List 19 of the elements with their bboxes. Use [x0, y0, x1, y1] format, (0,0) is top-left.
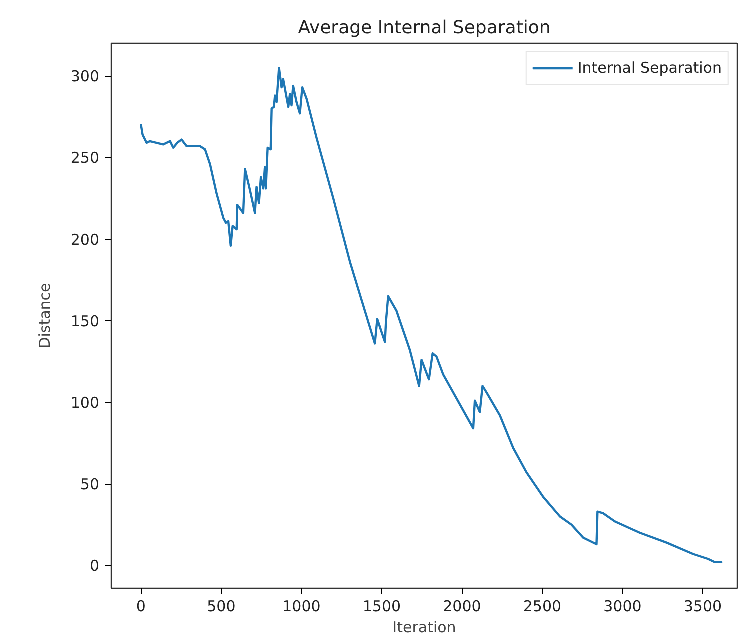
y-tick-label: 100 — [70, 394, 100, 412]
y-tick-label: 150 — [70, 312, 100, 330]
x-tick-label: 2500 — [523, 598, 562, 616]
y-tick-label: 300 — [70, 68, 100, 86]
y-tick-label: 250 — [70, 149, 100, 168]
y-tick-label: 50 — [80, 476, 100, 494]
x-tick-label: 3500 — [684, 598, 722, 616]
legend-label: Internal Separation — [578, 59, 722, 77]
y-tick-label: 0 — [90, 557, 100, 576]
x-tick-label: 1500 — [362, 598, 402, 616]
x-axis-title: Iteration — [392, 618, 456, 636]
x-tick-label: 2000 — [443, 598, 482, 616]
x-tick-label: 0 — [136, 598, 146, 616]
x-tick-label: 500 — [207, 598, 236, 616]
y-axis-title: Distance — [36, 283, 54, 349]
x-tick-label: 3000 — [604, 598, 642, 616]
y-tick-label: 200 — [70, 230, 100, 249]
x-tick-label: 1000 — [282, 598, 321, 616]
chart-title: Average Internal Separation — [298, 18, 551, 38]
